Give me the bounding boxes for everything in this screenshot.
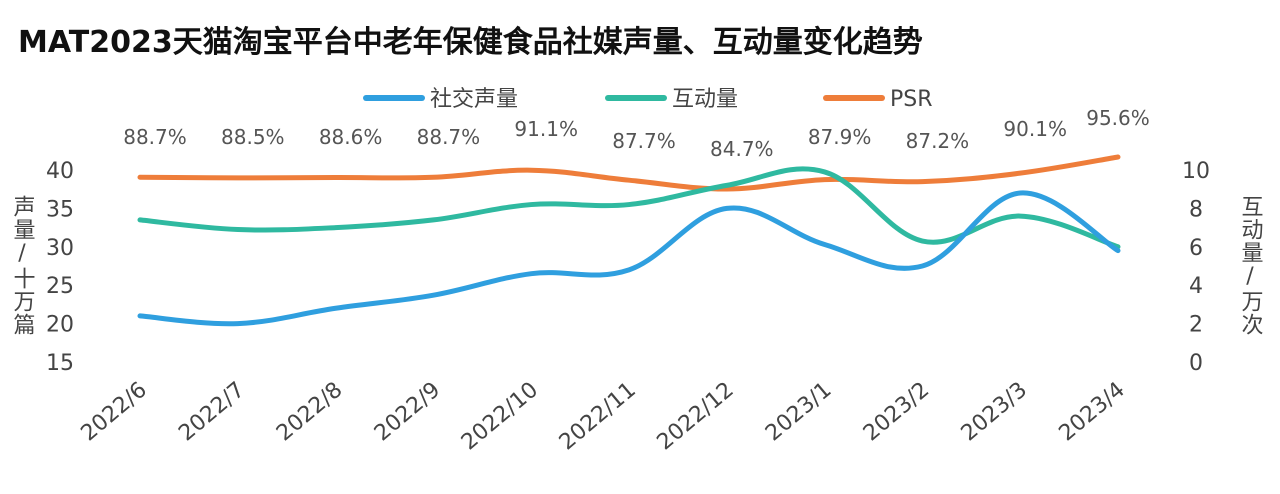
y-axis-right: 10 8 6 4 2 0 <box>1182 159 1210 376</box>
x-tick-label: 2022/11 <box>555 377 641 455</box>
y-left-tick-label: 35 <box>46 197 74 222</box>
series-line-interaction <box>137 166 1121 250</box>
y-axis-left: 40 35 30 25 20 15 <box>46 159 74 376</box>
psr-data-label: 95.6% <box>1086 106 1150 130</box>
x-tick-label: 2023/1 <box>761 377 836 446</box>
psr-data-label: 87.9% <box>808 125 872 149</box>
legend-item: 社交声量 <box>363 87 518 112</box>
legend-item: 互动量 <box>605 87 738 112</box>
y-right-tick-label: 8 <box>1189 197 1203 222</box>
y-right-tick-label: 6 <box>1189 236 1203 261</box>
psr-labels: 88.7% 88.5% 88.6% 88.7% 91.1% 87.7% 84.7% 87.9%… <box>123 106 1150 161</box>
series-lines <box>137 154 1121 327</box>
psr-data-label: 88.5% <box>221 125 285 149</box>
x-tick-label: 2022/8 <box>272 377 347 446</box>
x-axis: 2022/6 2022/7 2022/8 2022/9 2022/10 2022/11 20… <box>76 377 1129 455</box>
x-tick-label: 2022/12 <box>653 377 739 455</box>
psr-data-label: 88.7% <box>123 125 187 149</box>
x-tick-label: 2022/9 <box>370 377 445 446</box>
x-tick-label: 2023/2 <box>859 377 934 446</box>
y-right-tick-label: 4 <box>1189 274 1203 299</box>
legend-label: 互动量 <box>672 87 738 112</box>
x-tick-label: 2023/4 <box>1054 377 1129 446</box>
series-line-social-volume <box>137 190 1121 327</box>
y-right-tick-label: 2 <box>1189 313 1203 338</box>
y-left-tick-label: 15 <box>46 351 74 376</box>
psr-data-label: 87.7% <box>612 129 676 153</box>
legend-item: PSR <box>823 87 933 112</box>
legend: 社交声量 互动量 PSR <box>363 87 933 112</box>
psr-data-label: 88.7% <box>417 125 481 149</box>
x-tick-label: 2022/6 <box>76 377 151 446</box>
y-left-tick-label: 25 <box>46 274 74 299</box>
legend-label: PSR <box>890 87 933 112</box>
psr-data-label: 88.6% <box>319 125 383 149</box>
chart-title: MAT2023天猫淘宝平台中老年保健食品社媒声量、互动量变化趋势 <box>18 25 923 60</box>
series-line-psr <box>137 154 1121 192</box>
psr-data-label: 84.7% <box>710 137 774 161</box>
legend-label: 社交声量 <box>430 87 518 112</box>
x-tick-label: 2022/10 <box>457 377 543 455</box>
y-left-tick-label: 40 <box>46 159 74 184</box>
x-tick-label: 2023/3 <box>957 377 1032 446</box>
y-right-tick-label: 10 <box>1182 159 1210 184</box>
y-axis-right-title: 互动量/万次 <box>1238 195 1264 336</box>
y-axis-left-title: 声量/十万篇 <box>10 195 36 336</box>
psr-data-label: 87.2% <box>906 129 970 153</box>
y-left-tick-label: 20 <box>46 313 74 338</box>
y-left-tick-label: 30 <box>46 236 74 261</box>
psr-data-label: 91.1% <box>514 117 578 141</box>
y-right-tick-label: 0 <box>1189 351 1203 376</box>
psr-data-label: 90.1% <box>1003 117 1067 141</box>
x-tick-label: 2022/7 <box>174 377 249 446</box>
